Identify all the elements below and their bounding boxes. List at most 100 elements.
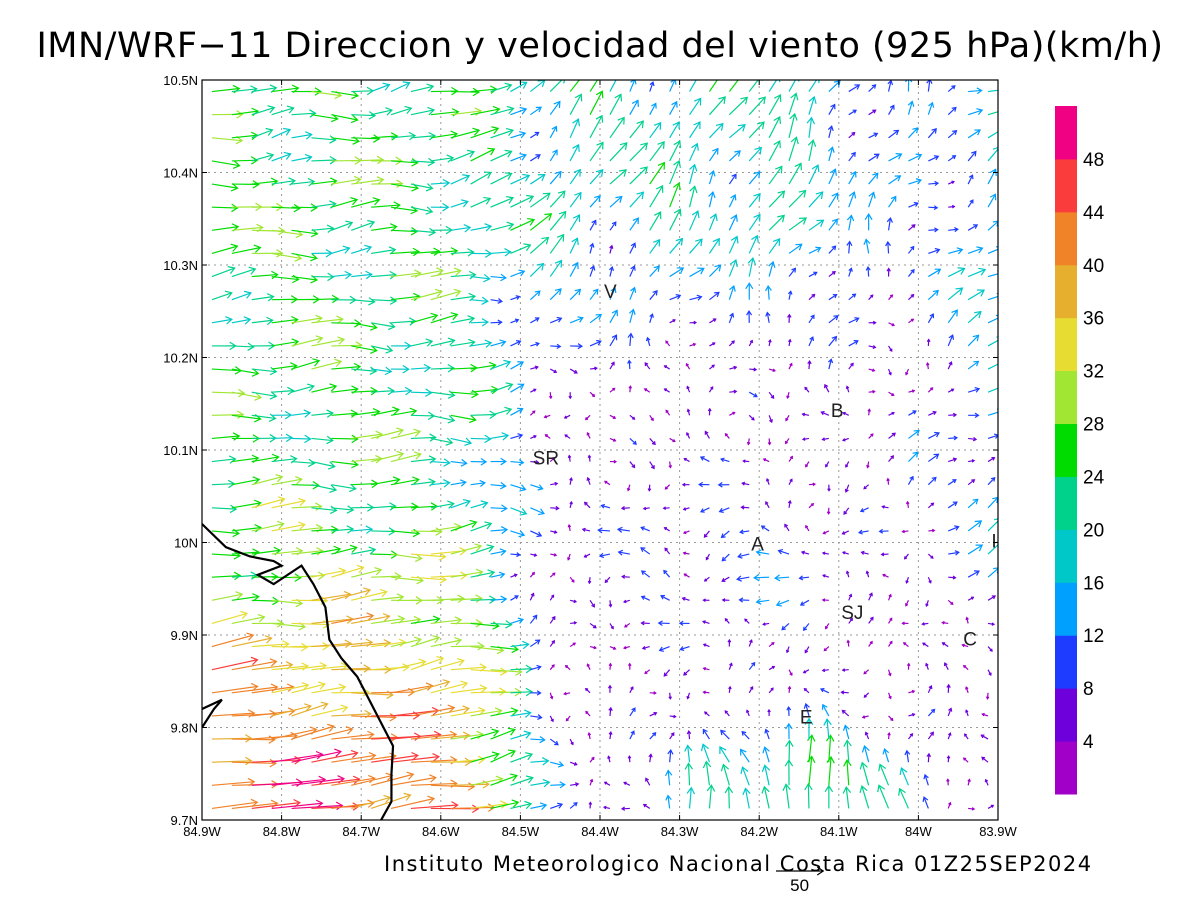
- wind-vector-head: [573, 802, 578, 807]
- wind-vector-head: [589, 242, 595, 248]
- wind-vector-shaft: [868, 109, 876, 116]
- wind-vector-head: [610, 361, 615, 366]
- wind-vector-head: [673, 159, 681, 168]
- lat-tick-label: 10N: [174, 536, 198, 551]
- wind-vector-shaft: [828, 147, 834, 162]
- wind-vector: [271, 703, 312, 717]
- wind-vector: [668, 461, 673, 469]
- wind-vector-shaft: [271, 523, 305, 532]
- wind-vector-shaft: [646, 337, 651, 347]
- wind-vector: [291, 801, 344, 811]
- wind-vector-shaft: [311, 114, 338, 120]
- wind-vector: [782, 783, 791, 809]
- wind-vector-shaft: [271, 802, 323, 810]
- wind-vector: [510, 775, 534, 786]
- wind-vector: [530, 736, 546, 744]
- wind-vector-shaft: [589, 314, 602, 324]
- wind-vector-head: [523, 730, 532, 739]
- wind-vector: [768, 140, 781, 162]
- wind-vector-head: [327, 272, 335, 282]
- wind-vector: [768, 80, 781, 92]
- wind-vector-shaft: [728, 96, 748, 116]
- wind-vector-shaft: [867, 267, 870, 277]
- wind-vector-head: [595, 114, 604, 123]
- wind-vector-head: [672, 121, 680, 130]
- wind-vector: [663, 527, 670, 532]
- wind-vector-head: [709, 213, 718, 222]
- wind-vector: [470, 249, 493, 258]
- wind-vector-shaft: [410, 314, 438, 324]
- wind-vector: [331, 751, 377, 763]
- wind-vector: [987, 111, 998, 116]
- wind-vector-head: [775, 165, 783, 174]
- wind-vector-head: [623, 781, 627, 785]
- wind-vector-shaft: [490, 484, 506, 487]
- wind-vector: [801, 437, 810, 441]
- wind-vector: [921, 622, 929, 626]
- wind-vector-shaft: [211, 160, 240, 167]
- wind-vector: [987, 804, 995, 809]
- wind-vector-head: [691, 210, 700, 219]
- wind-vector-head: [693, 121, 701, 130]
- wind-vector: [720, 457, 730, 463]
- wind-vector: [848, 267, 853, 277]
- wind-vector-shaft: [251, 664, 293, 671]
- wind-vector: [681, 482, 690, 487]
- wind-vector-head: [905, 500, 910, 505]
- wind-vector-shaft: [861, 762, 870, 786]
- wind-vector: [271, 475, 303, 486]
- wind-vector-head: [991, 622, 996, 626]
- wind-vector: [804, 717, 814, 740]
- wind-vector-head: [479, 684, 488, 693]
- wind-vector: [490, 382, 514, 393]
- wind-vector: [864, 213, 873, 231]
- wind-vector-head: [859, 761, 868, 770]
- wind-vector-shaft: [928, 155, 939, 162]
- wind-vector-head: [467, 782, 476, 791]
- wind-vector: [629, 99, 639, 115]
- wind-vector: [787, 290, 793, 300]
- wind-vector-shaft: [251, 414, 276, 420]
- wind-vector: [689, 238, 703, 254]
- wind-vector-shaft: [291, 112, 316, 116]
- wind-vector-shaft: [549, 171, 562, 185]
- wind-vector: [470, 479, 486, 487]
- wind-vector-head: [898, 787, 906, 796]
- wind-vector: [968, 459, 976, 463]
- wind-vector-shaft: [251, 735, 297, 740]
- wind-vector-shaft: [450, 571, 483, 578]
- wind-vector: [728, 312, 735, 324]
- wind-vector-shaft: [351, 221, 375, 231]
- wind-vector-shaft: [351, 246, 372, 255]
- wind-vector-shaft: [719, 507, 730, 513]
- lat-tick-label: 9.9N: [171, 628, 198, 643]
- wind-vector-head: [718, 96, 726, 104]
- wind-vector-head: [699, 80, 701, 81]
- wind-vector-head: [577, 343, 584, 350]
- wind-vector-shaft: [311, 180, 337, 185]
- wind-vector: [589, 169, 604, 185]
- wind-vector-head: [517, 617, 524, 624]
- wind-vector: [788, 217, 808, 231]
- wind-vector: [805, 461, 810, 468]
- wind-vector-shaft: [211, 413, 244, 416]
- wind-vector-head: [653, 238, 661, 247]
- longitude-axis-labels: 84.9W 84.8W 84.7W 84.6W 84.5W 84.4W 84.3W 84.2W…: [183, 824, 1017, 839]
- wind-vector-head: [790, 136, 799, 145]
- wind-vector: [721, 598, 730, 602]
- wind-vector-head: [612, 415, 617, 419]
- wind-vector-head: [699, 456, 705, 461]
- wind-vector-head: [537, 484, 544, 491]
- wind-vector: [510, 433, 524, 440]
- wind-vector-head: [611, 221, 617, 227]
- wind-vector: [840, 690, 849, 695]
- wind-vector: [882, 573, 889, 578]
- wind-vector-head: [463, 224, 472, 233]
- wind-vector: [729, 411, 736, 416]
- wind-vector-head: [387, 386, 395, 396]
- colorbar-swatch: [1055, 370, 1077, 425]
- wind-vector-head: [453, 267, 462, 276]
- wind-vector-head: [845, 385, 850, 389]
- wind-vector: [947, 388, 955, 393]
- wind-vector-shaft: [470, 545, 494, 555]
